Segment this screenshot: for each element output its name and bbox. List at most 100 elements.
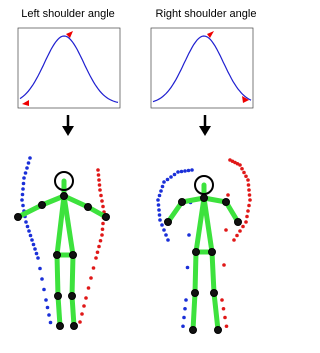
trajectory-dot xyxy=(183,169,187,173)
trajectory-dot xyxy=(162,228,166,232)
trajectory-dot xyxy=(44,298,48,302)
joint xyxy=(214,326,222,334)
trajectory-dot xyxy=(182,315,186,320)
trajectory-dot xyxy=(244,174,248,179)
trajectory-dot xyxy=(186,168,191,173)
trajectory-dot xyxy=(184,298,188,302)
trajectory-dot xyxy=(245,214,249,219)
trajectory-dot xyxy=(187,233,191,237)
trajectory-dot xyxy=(246,183,251,187)
trajectory-dot xyxy=(25,166,29,170)
marker xyxy=(207,31,214,38)
trajectory-dot xyxy=(166,238,170,242)
trajectory-dot xyxy=(232,238,236,242)
head xyxy=(54,171,74,191)
trajectory-dot xyxy=(222,263,226,267)
joint xyxy=(191,289,199,297)
trajectory-dot xyxy=(48,320,53,325)
trajectory-dot xyxy=(95,250,100,255)
panel-title: Right shoulder angle xyxy=(156,8,257,20)
trajectory-dot xyxy=(22,176,26,180)
joint xyxy=(54,292,62,300)
trajectory-dot xyxy=(20,198,24,202)
page: Left shoulder angle Right shoulder angle… xyxy=(14,8,257,334)
trajectory-dot xyxy=(21,187,25,191)
trajectory-dot xyxy=(101,204,105,209)
trajectory-dot xyxy=(181,324,185,329)
joint xyxy=(222,198,230,206)
trajectory-dot xyxy=(248,198,252,202)
trajectory-dot xyxy=(244,220,248,224)
trajectory-dot xyxy=(89,276,93,280)
marker xyxy=(22,100,29,106)
trajectory-dot xyxy=(97,244,101,249)
trajectory-dot xyxy=(27,229,31,233)
joint xyxy=(38,201,46,209)
joint xyxy=(69,251,77,259)
trajectory-dot xyxy=(238,229,242,233)
bone xyxy=(193,195,207,255)
trajectory-dot xyxy=(31,242,36,247)
trajectory-dot xyxy=(98,238,103,243)
bone xyxy=(54,252,61,299)
bone xyxy=(201,195,215,255)
plot-frame xyxy=(150,27,254,109)
trajectory-dot xyxy=(42,287,46,292)
trajectory-dot xyxy=(240,166,244,171)
arrow xyxy=(62,115,211,136)
trajectory-dot xyxy=(246,178,250,182)
bone xyxy=(190,290,198,333)
trajectory-dot xyxy=(169,175,173,179)
trajectory-dot xyxy=(224,324,229,329)
trajectory-dot xyxy=(157,193,162,198)
bone xyxy=(211,290,221,333)
trajectory-dot xyxy=(86,286,91,290)
joint xyxy=(200,194,208,202)
trajectory-dot xyxy=(246,209,250,213)
figure: Left shoulder angle Right shoulder angle xyxy=(14,8,257,334)
trajectory-dot xyxy=(183,306,187,311)
marker xyxy=(242,96,249,103)
plot-frame xyxy=(17,27,121,109)
joint xyxy=(70,322,78,330)
trajectory-dot xyxy=(241,224,245,229)
bone xyxy=(61,193,91,210)
trajectory-dot xyxy=(82,304,86,308)
curve xyxy=(19,35,119,103)
trajectory-dot xyxy=(97,183,102,187)
trajectory-dot xyxy=(34,251,39,256)
trajectory-dot xyxy=(45,305,50,310)
joint xyxy=(68,292,76,300)
trajectory-dot xyxy=(99,193,103,198)
joint xyxy=(56,322,64,330)
trajectory-dot xyxy=(98,188,102,192)
trajectory-dot xyxy=(190,168,194,172)
trajectory-dot xyxy=(158,218,162,222)
joint xyxy=(102,213,110,221)
trajectory-dot xyxy=(96,168,100,172)
trajectory-dot xyxy=(156,203,161,207)
joint xyxy=(53,251,61,259)
bone xyxy=(209,249,217,296)
trajectory-dot xyxy=(100,199,104,203)
curves xyxy=(19,31,252,106)
trajectory-dot xyxy=(226,193,230,197)
trajectory-dot xyxy=(185,265,190,270)
joint xyxy=(84,203,92,211)
trajectory-dot xyxy=(101,221,105,226)
trajectory-dot xyxy=(84,296,88,300)
trajectory-dot xyxy=(26,161,31,165)
bone xyxy=(15,202,45,220)
trajectory-dot xyxy=(97,178,101,182)
trajectory-dot xyxy=(25,224,30,229)
trajectory-dot xyxy=(164,233,168,237)
trajectory-dot xyxy=(247,188,251,192)
trajectory-dot xyxy=(36,256,40,260)
joint xyxy=(210,289,218,297)
trajectory-dot xyxy=(30,238,34,242)
trajectory-dot xyxy=(235,233,239,238)
trajectory-dot xyxy=(100,227,105,232)
trajectory-dot xyxy=(224,228,228,232)
trajectory-dot xyxy=(220,298,224,302)
trajectory-dot xyxy=(157,208,161,212)
